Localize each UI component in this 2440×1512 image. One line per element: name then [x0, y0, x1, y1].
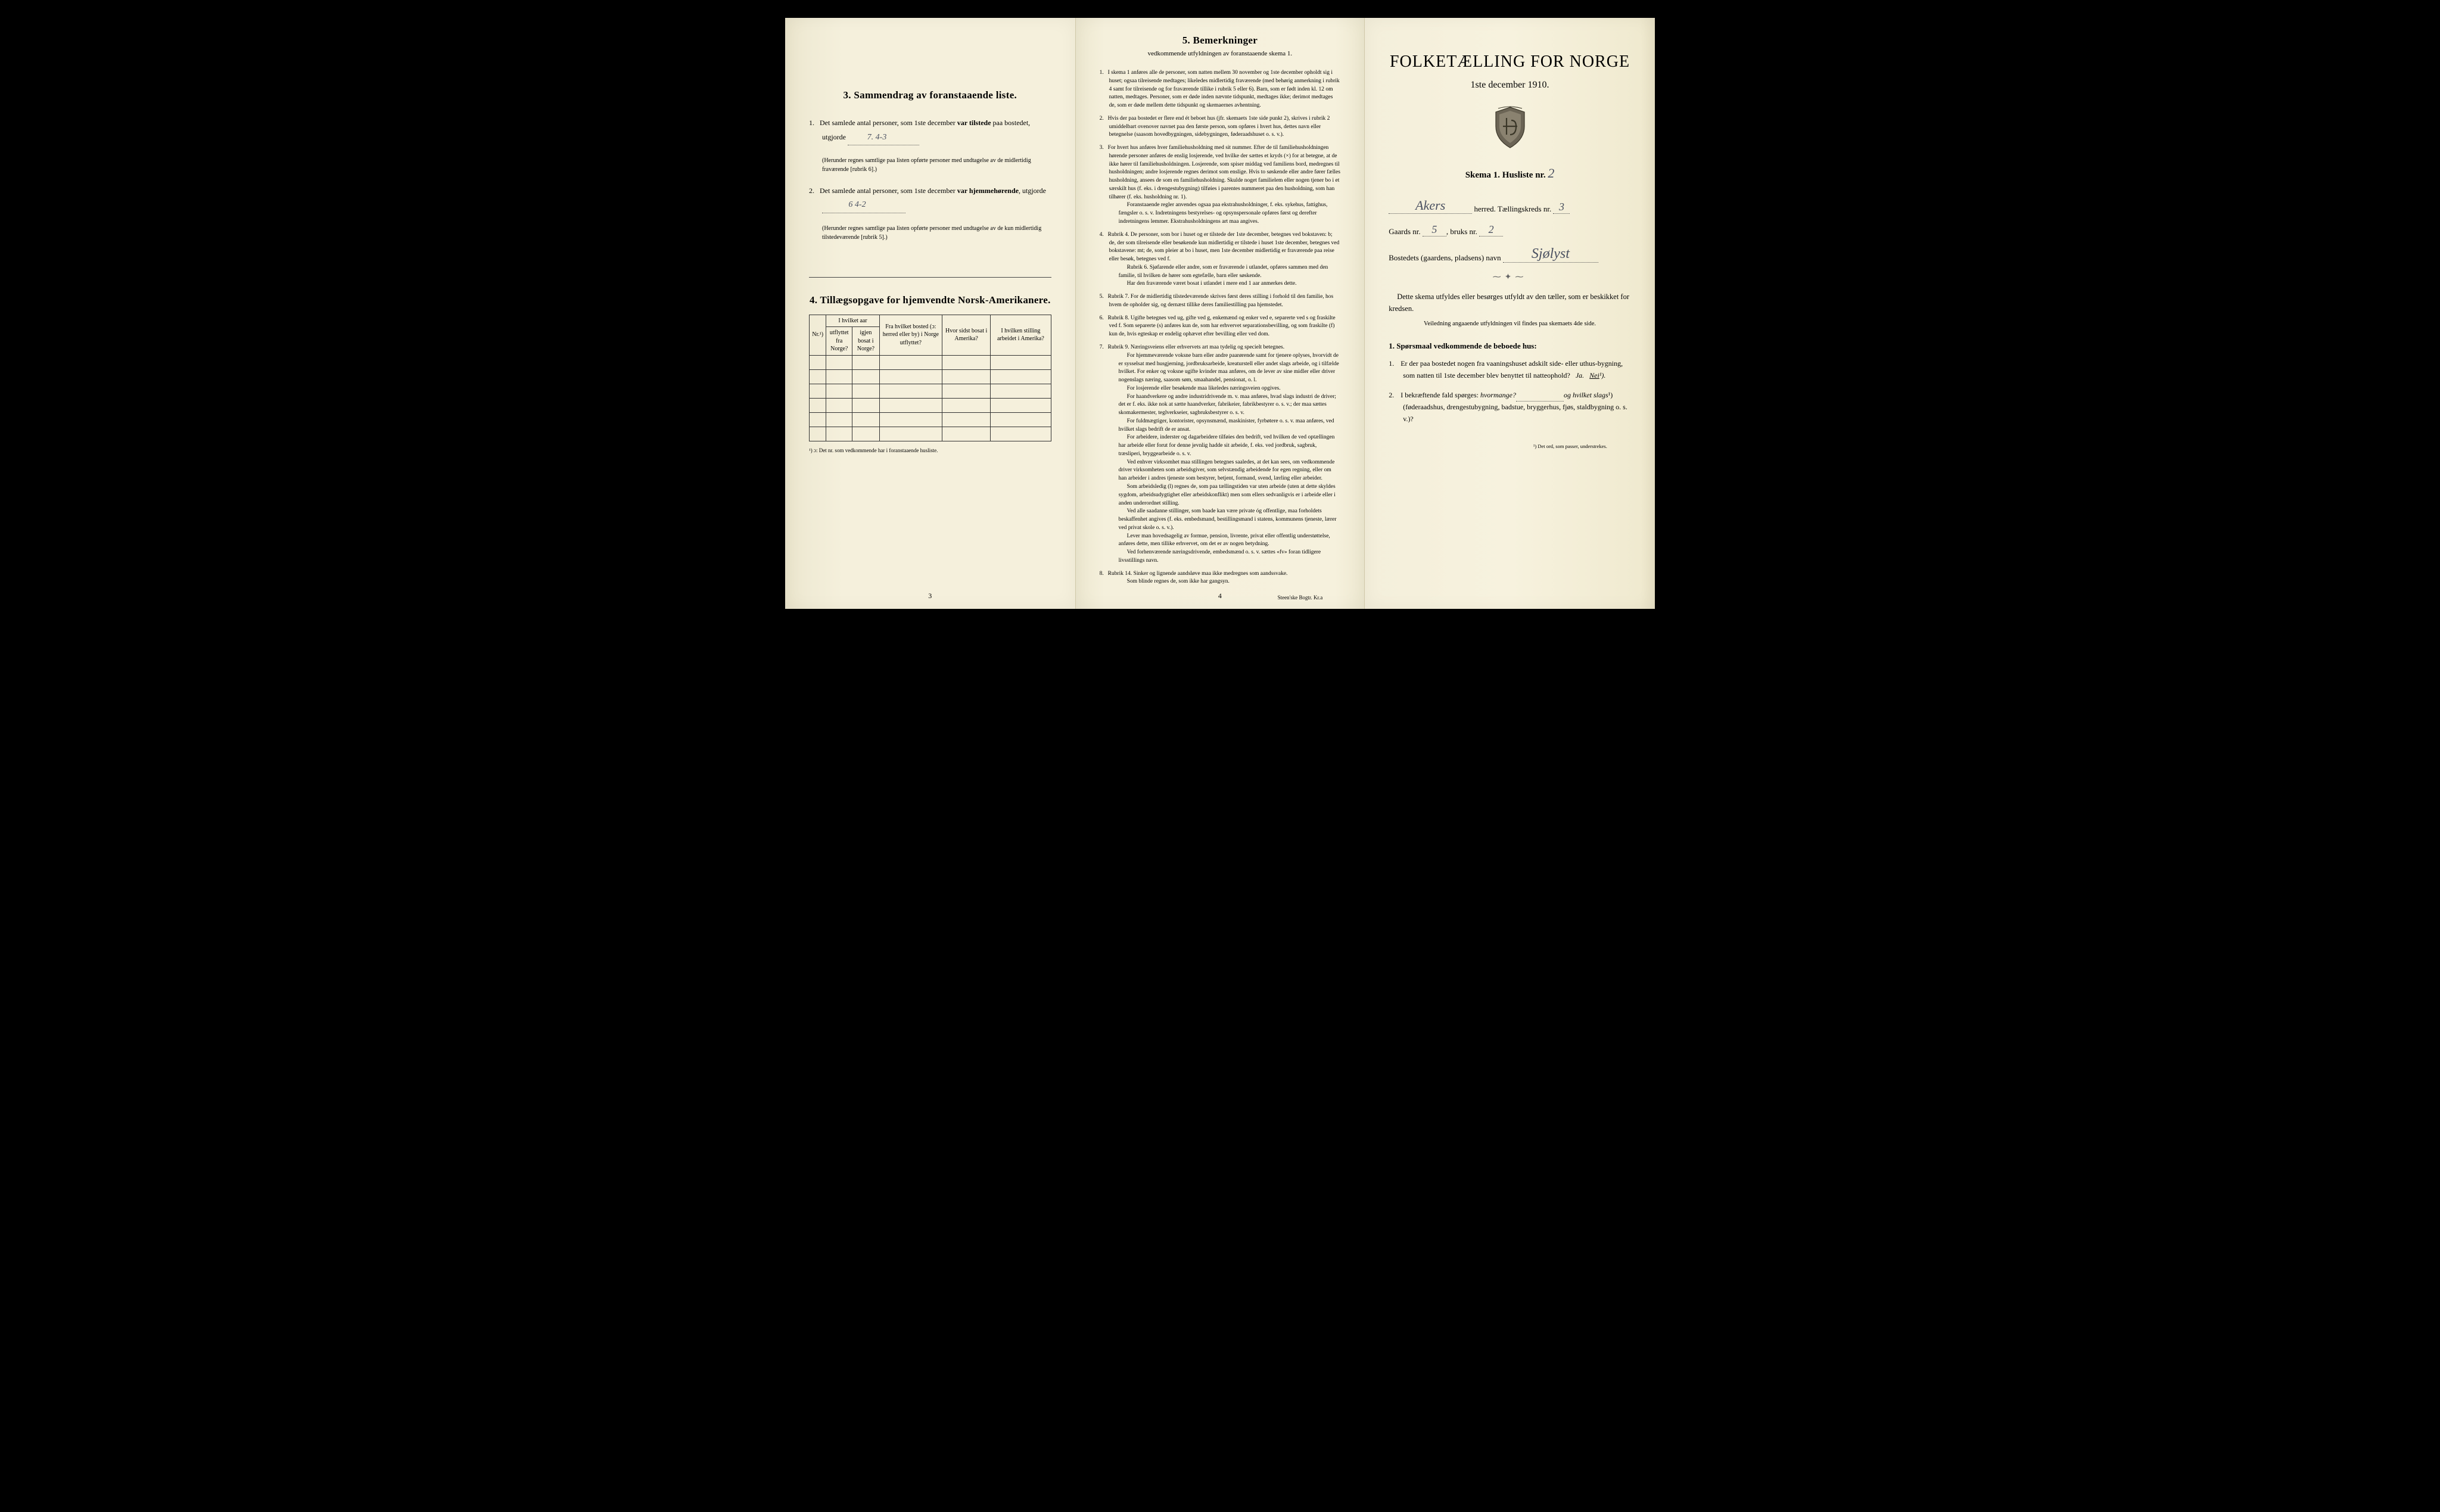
question-section-title: 1. Spørsmaal vedkommende de beboede hus:: [1389, 341, 1631, 351]
page-number-3: 3: [928, 592, 932, 601]
kreds-nr-handwritten: 3: [1559, 201, 1564, 213]
item2-bold: var hjemmehørende: [957, 186, 1019, 195]
item1-pre: Det samlede antal personer, som 1ste dec…: [820, 119, 957, 127]
remark-4-text: Rubrik 4. De personer, som bor i huset o…: [1108, 232, 1341, 288]
herred-handwritten: Akers: [1415, 198, 1445, 213]
ornament-divider: ⁓✦⁓: [1389, 272, 1631, 282]
herred-row: Akers herred. Tællingskreds nr. 3: [1389, 198, 1631, 214]
remark-2-text: Hvis der paa bostedet er flere end ét be…: [1108, 116, 1330, 138]
gaards-label: Gaards nr.: [1389, 227, 1420, 236]
gaards-row: Gaards nr. 5, bruks nr. 2: [1389, 223, 1631, 237]
table-row: [810, 369, 1051, 384]
table-row: [810, 398, 1051, 412]
page-title: FOLKETÆLLING FOR NORGE 1ste december 191…: [1365, 18, 1655, 609]
item2-note: (Herunder regnes samtlige paa listen opf…: [809, 224, 1051, 242]
question-2: 2.I bekræftende fald spørges: hvormange?…: [1389, 390, 1631, 425]
item2-pre: Det samlede antal personer, som 1ste dec…: [820, 186, 957, 195]
th-year-group: I hvilket aar: [826, 315, 879, 327]
printer-mark: Steen'ske Bogtr. Kr.a: [1278, 595, 1323, 601]
item1-bold: var tilstede: [957, 119, 991, 127]
table-row: [810, 427, 1051, 441]
remark-2: 2.Hvis der paa bostedet er flere end ét …: [1100, 115, 1341, 139]
table-row: [810, 384, 1051, 398]
bruks-label: bruks nr.: [1450, 227, 1477, 236]
remark-3-text: For hvert hus anføres hver familiehushol…: [1108, 145, 1341, 226]
bosted-row: Bostedets (gaardens, pladsens) navn Sjøl…: [1389, 246, 1631, 263]
page-4: 5. Bemerkninger vedkommende utfyldningen…: [1075, 18, 1365, 609]
summary-item-1: 1.Det samlede antal personer, som 1ste d…: [809, 117, 1051, 145]
bruks-nr-handwritten: 2: [1489, 223, 1494, 235]
remark-8-text: Rubrik 14. Sinker og lignende aandsløve …: [1108, 571, 1341, 587]
th-emigrated: utflyttet fra Norge?: [826, 327, 852, 356]
th-returned: igjen bosat i Norge?: [852, 327, 880, 356]
instruction-main: Dette skema utfyldes eller besørges utfy…: [1389, 291, 1631, 315]
page-3: 3. Sammendrag av foranstaaende liste. 1.…: [785, 18, 1075, 609]
th-nr: Nr.¹): [810, 315, 826, 355]
census-document: 3. Sammendrag av foranstaaende liste. 1.…: [785, 18, 1655, 609]
bosted-label: Bostedets (gaardens, pladsens) navn: [1389, 253, 1501, 262]
gaards-nr-handwritten: 5: [1431, 223, 1437, 235]
skema-line: Skema 1. Husliste nr. 2: [1389, 166, 1631, 181]
item2-post: , utgjorde: [1019, 186, 1046, 195]
item2-fill-handwritten: 6 4-2: [822, 197, 905, 213]
census-date: 1ste december 1910.: [1389, 80, 1631, 91]
remark-7-text: Rubrik 9. Næringsveiens eller erhvervets…: [1108, 344, 1341, 565]
herred-label: herred. Tællingskreds nr.: [1474, 204, 1551, 213]
census-title: FOLKETÆLLING FOR NORGE: [1389, 52, 1631, 71]
remark-6-text: Rubrik 8. Ugifte betegnes ved ug, gifte …: [1108, 315, 1336, 338]
remark-5-text: Rubrik 7. For de midlertidig tilstedevær…: [1108, 294, 1334, 308]
remark-6: 6.Rubrik 8. Ugifte betegnes ved ug, gift…: [1100, 315, 1341, 339]
remark-3: 3.For hvert hus anføres hver familiehush…: [1100, 144, 1341, 226]
remark-1: 1.I skema 1 anføres alle de personer, so…: [1100, 69, 1341, 110]
section-4-title: 4. Tillægsopgave for hjemvendte Norsk-Am…: [809, 294, 1051, 306]
husliste-nr-handwritten: 2: [1548, 166, 1554, 181]
remark-7: 7.Rubrik 9. Næringsveiens eller erhverve…: [1100, 344, 1341, 565]
remarks-list: 1.I skema 1 anføres alle de personer, so…: [1100, 69, 1341, 586]
question-1-text: Er der paa bostedet nogen fra vaaningshu…: [1400, 359, 1623, 379]
remark-1-text: I skema 1 anføres alle de personer, som …: [1108, 70, 1340, 108]
section-5-title: 5. Bemerkninger: [1100, 35, 1341, 46]
table-row: [810, 412, 1051, 427]
th-where: Hvor sidst bosat i Amerika?: [942, 315, 991, 355]
section-3-title: 3. Sammendrag av foranstaaende liste.: [809, 89, 1051, 101]
question-2-text: I bekræftende fald spørges: hvormange?og…: [1400, 391, 1627, 423]
coat-of-arms-icon: [1492, 106, 1528, 149]
question-1: 1.Er der paa bostedet nogen fra vaanings…: [1389, 358, 1631, 382]
remark-8: 8.Rubrik 14. Sinker og lignende aandsløv…: [1100, 570, 1341, 587]
remark-5: 5.Rubrik 7. For de midlertidig tilstedev…: [1100, 293, 1341, 310]
item1-fill-handwritten: 7. 4-3: [848, 130, 919, 145]
page-number-4: 4: [1218, 592, 1222, 601]
bosted-handwritten: Sjølyst: [1532, 246, 1570, 262]
remark-4: 4.Rubrik 4. De personer, som bor i huset…: [1100, 231, 1341, 288]
table-row: [810, 355, 1051, 369]
item1-note: (Herunder regnes samtlige paa listen opf…: [809, 156, 1051, 174]
section-5-subtitle: vedkommende utfyldningen av foranstaaend…: [1100, 50, 1341, 57]
th-from: Fra hvilket bosted (ɔ: herred eller by) …: [879, 315, 942, 355]
summary-item-2: 2.Det samlede antal personer, som 1ste d…: [809, 185, 1051, 213]
th-position: I hvilken stilling arbeidet i Amerika?: [991, 315, 1051, 355]
skema-label: Skema 1. Husliste nr.: [1465, 170, 1546, 180]
emigrant-table: Nr.¹) I hvilket aar Fra hvilket bosted (…: [809, 315, 1051, 441]
emigrant-tbody: [810, 355, 1051, 441]
instruction-sub: Veiledning angaaende utfyldningen vil fi…: [1389, 319, 1631, 329]
footnote-underscore: ¹) Det ord, som passer, understrekes.: [1389, 443, 1631, 449]
table-footnote: ¹) ɔ: Det nr. som vedkommende har i fora…: [809, 447, 1051, 453]
